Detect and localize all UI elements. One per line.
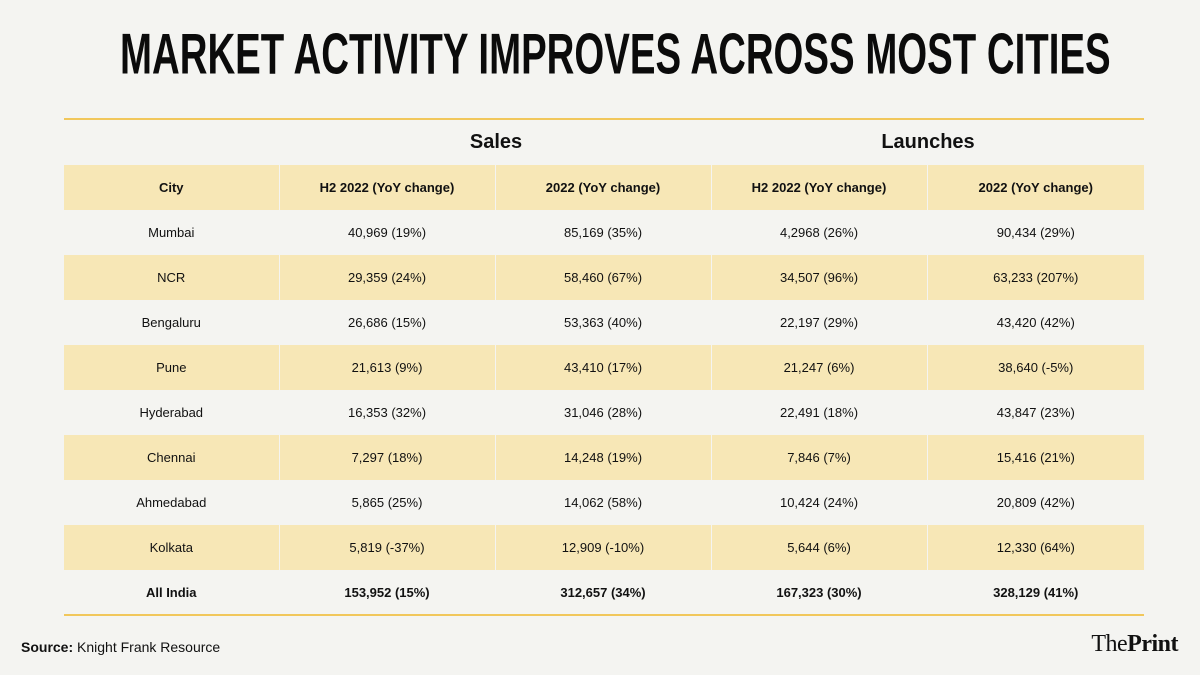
city-cell: Kolkata bbox=[64, 525, 279, 570]
value-cell: 22,491 (18%) bbox=[710, 390, 927, 435]
column-header-sales-h2: H2 2022 (YoY change) bbox=[278, 165, 495, 210]
city-cell: Mumbai bbox=[148, 225, 195, 240]
value-cell: 328,129 (41%) bbox=[926, 570, 1144, 615]
value-cell: 16,353 (32%) bbox=[278, 390, 495, 435]
value-cell: 5,644 (6%) bbox=[710, 525, 927, 570]
theprint-logo: ThePrint bbox=[1091, 631, 1178, 658]
value-cell: 21,613 (9%) bbox=[278, 345, 495, 390]
table-header-row: City H2 2022 (YoY change) 2022 (YoY chan… bbox=[64, 165, 1144, 210]
value-cell: 5,819 (-37%) bbox=[278, 525, 495, 570]
top-rule bbox=[64, 118, 1144, 120]
source-label: Source: bbox=[21, 639, 74, 655]
table-row: NCR 29,359 (24%) 58,460 (67%) 34,507 (96… bbox=[64, 255, 1144, 300]
group-header-launches: Launches bbox=[881, 131, 975, 153]
table-row: Kolkata 5,819 (-37%) 12,909 (-10%) 5,644… bbox=[64, 525, 1144, 570]
table-row: Pune 21,613 (9%) 43,410 (17%) 21,247 (6%… bbox=[64, 345, 1144, 390]
brand-light: The bbox=[1091, 631, 1128, 657]
value-cell: 7,846 (7%) bbox=[710, 435, 927, 480]
value-cell: 153,952 (15%) bbox=[278, 570, 495, 615]
value-cell: 15,416 (21%) bbox=[926, 435, 1144, 480]
value-cell: 29,359 (24%) bbox=[278, 255, 495, 300]
table-row: Mumbai 40,969 (19%) 85,169 (35%) 4,2968 … bbox=[64, 210, 1144, 255]
column-header-sales-year: 2022 (YoY change) bbox=[494, 165, 711, 210]
page-title: MARKET ACTIVITY IMPROVES ACROSS MOST CIT… bbox=[120, 23, 1111, 87]
value-cell: 38,640 (-5%) bbox=[926, 345, 1144, 390]
value-cell: 14,062 (58%) bbox=[494, 480, 711, 525]
city-cell: All India bbox=[145, 585, 197, 600]
table-row: Bengaluru 26,686 (15%) 53,363 (40%) 22,1… bbox=[64, 300, 1144, 345]
value-cell: 58,460 (67%) bbox=[494, 255, 711, 300]
value-cell: 34,507 (96%) bbox=[710, 255, 927, 300]
source-note: Source: Knight Frank Resource bbox=[21, 639, 220, 655]
value-cell: 20,809 (42%) bbox=[926, 480, 1144, 525]
value-cell: 40,969 (19%) bbox=[278, 210, 495, 255]
value-cell: 85,169 (35%) bbox=[494, 210, 711, 255]
value-cell: 63,233 (207%) bbox=[926, 255, 1144, 300]
value-cell: 22,197 (29%) bbox=[710, 300, 927, 345]
value-cell: 7,297 (18%) bbox=[278, 435, 495, 480]
column-header-city: City bbox=[64, 165, 279, 210]
city-cell: Chennai bbox=[64, 435, 279, 480]
table-row: Hyderabad 16,353 (32%) 31,046 (28%) 22,4… bbox=[64, 390, 1144, 435]
value-cell: 21,247 (6%) bbox=[710, 345, 927, 390]
group-header-sales: Sales bbox=[469, 131, 523, 153]
value-cell: 31,046 (28%) bbox=[494, 390, 711, 435]
value-cell: 43,420 (42%) bbox=[926, 300, 1144, 345]
value-cell: 10,424 (24%) bbox=[710, 480, 927, 525]
value-cell: 90,434 (29%) bbox=[926, 210, 1144, 255]
city-cell: Bengaluru bbox=[141, 315, 201, 330]
bottom-rule bbox=[64, 614, 1144, 616]
column-header-launches-year: 2022 (YoY change) bbox=[926, 165, 1144, 210]
city-cell: Hyderabad bbox=[139, 405, 204, 420]
value-cell: 14,248 (19%) bbox=[494, 435, 711, 480]
value-cell: 167,323 (30%) bbox=[710, 570, 927, 615]
value-cell: 26,686 (15%) bbox=[278, 300, 495, 345]
value-cell: 12,909 (-10%) bbox=[494, 525, 711, 570]
value-cell: 53,363 (40%) bbox=[494, 300, 711, 345]
table-row-total: All India 153,952 (15%) 312,657 (34%) 16… bbox=[64, 570, 1144, 615]
city-cell: NCR bbox=[64, 255, 279, 300]
value-cell: 43,847 (23%) bbox=[926, 390, 1144, 435]
column-header-launches-h2: H2 2022 (YoY change) bbox=[710, 165, 927, 210]
table-row: Chennai 7,297 (18%) 14,248 (19%) 7,846 (… bbox=[64, 435, 1144, 480]
market-activity-table: City H2 2022 (YoY change) 2022 (YoY chan… bbox=[64, 165, 1144, 615]
value-cell: 312,657 (34%) bbox=[494, 570, 711, 615]
city-cell: Pune bbox=[64, 345, 279, 390]
brand-bold: Print bbox=[1127, 631, 1178, 657]
value-cell: 12,330 (64%) bbox=[926, 525, 1144, 570]
city-cell: Ahmedabad bbox=[136, 495, 207, 510]
source-text: Knight Frank Resource bbox=[77, 639, 221, 655]
value-cell: 43,410 (17%) bbox=[494, 345, 711, 390]
value-cell: 5,865 (25%) bbox=[278, 480, 495, 525]
table-row: Ahmedabad 5,865 (25%) 14,062 (58%) 10,42… bbox=[64, 480, 1144, 525]
value-cell: 4,2968 (26%) bbox=[710, 210, 927, 255]
